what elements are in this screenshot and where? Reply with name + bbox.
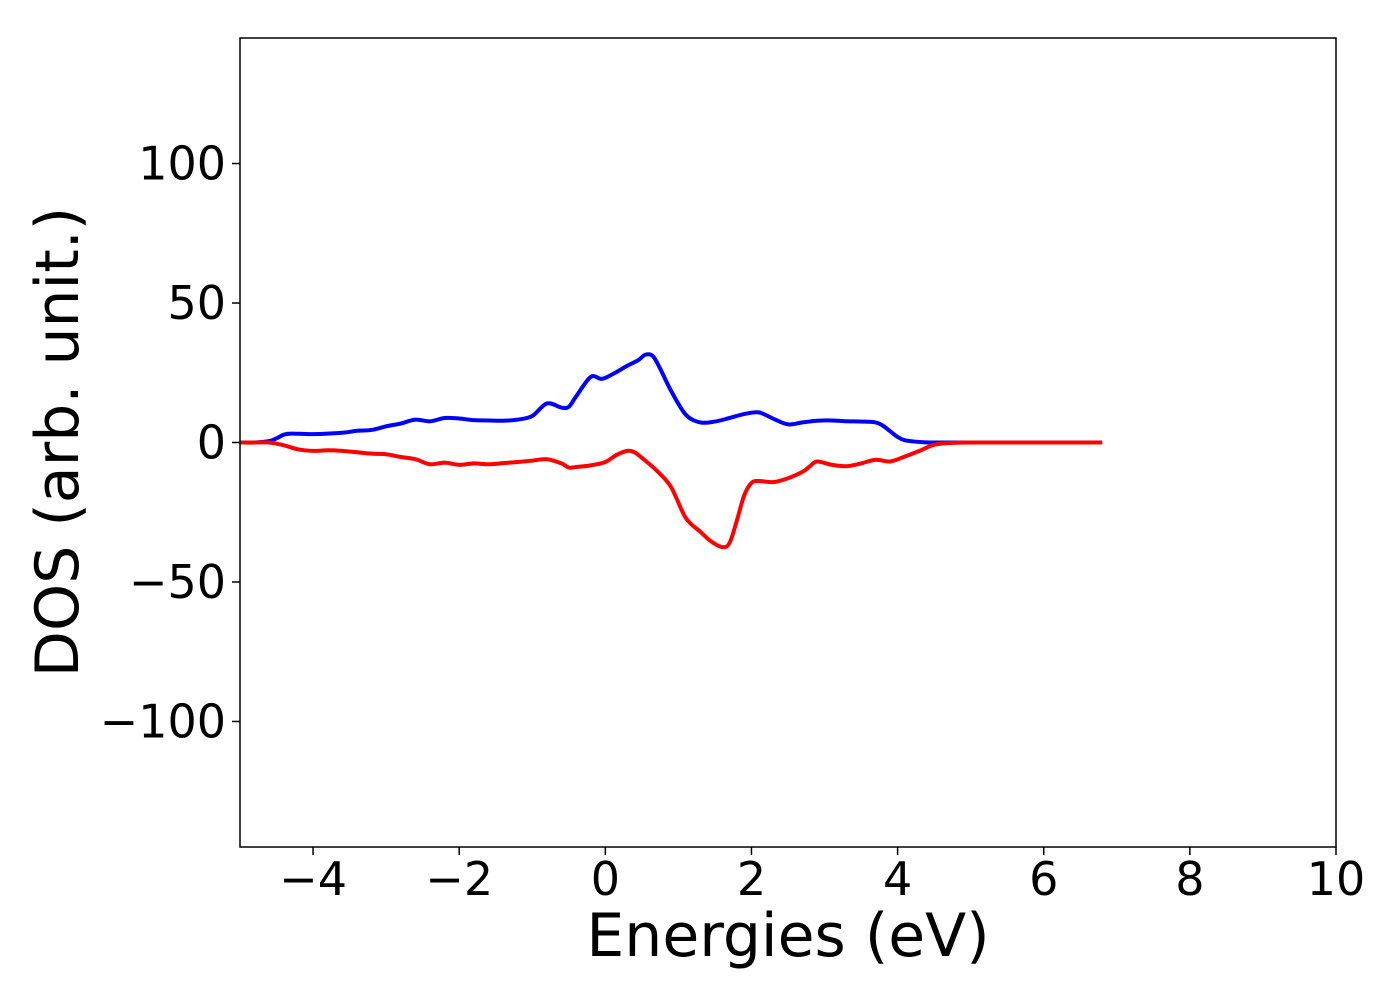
- x-tick-label: 2: [737, 852, 766, 906]
- y-axis-label: DOS (arb. unit.): [23, 207, 93, 677]
- x-tick-label: 6: [1029, 852, 1058, 906]
- y-tick-label: −50: [129, 555, 226, 609]
- x-tick-label: 10: [1307, 852, 1366, 906]
- x-tick-label: −4: [279, 852, 347, 906]
- x-axis-label: Energies (eV): [586, 901, 989, 971]
- series-layer: [240, 352, 1103, 550]
- series-line-1: [240, 352, 1103, 445]
- series-line-2: [240, 440, 1103, 550]
- y-tick-label: 50: [167, 276, 226, 330]
- x-tick-label: −2: [425, 852, 493, 906]
- y-tick-label: 100: [138, 137, 226, 191]
- x-tick-label: 4: [883, 852, 912, 906]
- x-tick-label: 8: [1175, 852, 1204, 906]
- y-tick-label: 0: [197, 416, 226, 470]
- y-tick-label: −100: [100, 694, 226, 748]
- y-axis: −100 −50 0 50 100: [100, 137, 240, 748]
- x-axis: −4 −2 0 2 4 6 8 10: [279, 847, 1365, 906]
- x-tick-label: 0: [591, 852, 620, 906]
